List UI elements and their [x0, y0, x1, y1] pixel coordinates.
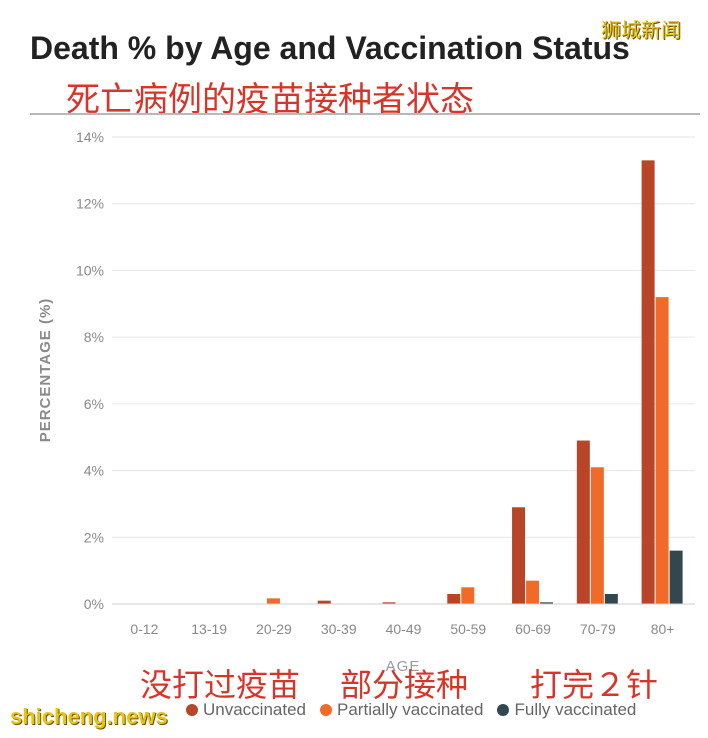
x-axis-label: AGE [386, 658, 421, 675]
legend-item-full: Fully vaccinated [497, 700, 636, 720]
x-tick-label: 13-19 [191, 621, 227, 637]
bar-unvaccinated-50-59 [447, 593, 461, 604]
y-tick-label: 0% [84, 596, 104, 612]
title-divider [30, 113, 700, 115]
bar-fully-vaccinated-70-79 [604, 593, 618, 604]
x-tick-label: 60-69 [515, 621, 551, 637]
bar-partially-vaccinated-70-79 [590, 467, 604, 604]
watermark-bottom: shicheng.news [10, 704, 168, 729]
legend-swatch-unvaccinated [186, 704, 198, 716]
bar-unvaccinated-60-69 [512, 507, 526, 604]
bar-partially-vaccinated-80+ [655, 297, 669, 604]
bar-unvaccinated-30-39 [317, 600, 331, 604]
legend-item-unvaccinated: Unvaccinated [186, 700, 306, 720]
bar-partially-vaccinated-60-69 [526, 580, 540, 604]
legend-swatch-full [497, 704, 510, 716]
legend-swatch-partial [320, 704, 333, 716]
annotation-unvaccinated: 没打过疫苗 [140, 666, 301, 704]
legend-label-unvaccinated: Unvaccinated [203, 700, 307, 719]
annotation-partial: 部分接种 [340, 666, 469, 704]
legend-item-partial: Partially vaccinated [320, 700, 483, 720]
legend-label-full: Fully vaccinated [514, 700, 637, 719]
y-tick-label: 8% [84, 329, 104, 345]
chart-legend: Unvaccinated Partially vaccinated Fully … [186, 700, 650, 720]
x-tick-label: 30-39 [321, 621, 357, 637]
x-tick-label: 20-29 [256, 621, 292, 637]
bar-unvaccinated-80+ [641, 160, 655, 604]
bar-partially-vaccinated-20-29 [266, 598, 280, 604]
y-tick-label: 2% [84, 529, 104, 545]
annotation-full: 打完２针 [530, 666, 659, 704]
x-tick-label: 70-79 [580, 621, 616, 637]
bar-partially-vaccinated-50-59 [461, 587, 475, 604]
chart-title: Death % by Age and Vaccination Status [30, 30, 630, 66]
x-tick-label: 0-12 [130, 621, 158, 637]
y-axis-label: PERCENTAGE (%) [37, 298, 54, 443]
bar-fully-vaccinated-60-69 [540, 602, 554, 604]
watermark-top: 狮城新闻 [601, 18, 681, 42]
y-tick-label: 12% [76, 196, 104, 212]
legend-label-partial: Partially vaccinated [337, 700, 484, 719]
bar-fully-vaccinated-80+ [669, 550, 683, 604]
x-tick-label: 80+ [651, 621, 675, 637]
bar-unvaccinated-40-49 [382, 602, 396, 604]
y-tick-label: 14% [76, 129, 104, 145]
y-tick-label: 6% [84, 396, 104, 412]
bar-unvaccinated-70-79 [576, 440, 590, 604]
y-tick-label: 4% [84, 463, 104, 479]
x-tick-label: 50-59 [450, 621, 486, 637]
y-tick-label: 10% [76, 262, 104, 278]
x-tick-label: 40-49 [386, 621, 422, 637]
